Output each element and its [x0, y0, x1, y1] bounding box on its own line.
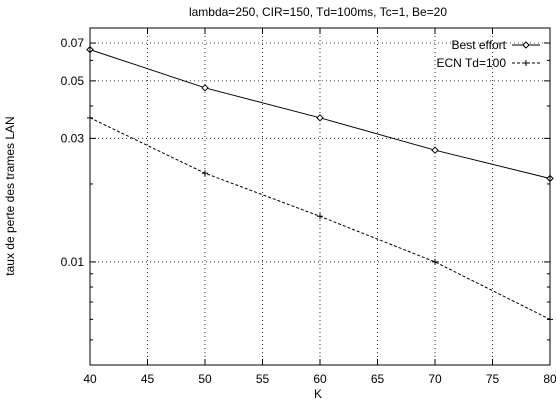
legend-marker	[522, 41, 530, 49]
y-tick-label: 0.07	[61, 36, 85, 50]
grid	[90, 28, 550, 365]
legend-label: Best effort	[452, 38, 507, 52]
data-point	[432, 258, 438, 265]
y-tick-label: 0.01	[61, 255, 85, 269]
y-axis-label: taux de perte des trames LAN	[3, 116, 17, 275]
data-point	[431, 146, 439, 154]
data-point	[201, 84, 209, 92]
y-tick-label: 0.03	[61, 131, 85, 145]
data-point	[317, 213, 323, 220]
x-tick-label: 60	[313, 372, 327, 386]
x-axis-label: K	[314, 387, 322, 401]
data-point	[202, 170, 208, 177]
ticks-layer: 40 45 50 55 60 65 70 75 80 0.01 0.03 0.05 0.07	[61, 27, 556, 386]
legend: Best effort ECN Td=100	[437, 38, 540, 70]
x-tick-label: 45	[141, 372, 155, 386]
y-tick-label: 0.05	[61, 74, 85, 88]
x-tick-label: 65	[371, 372, 385, 386]
legend-label: ECN Td=100	[437, 56, 507, 70]
legend-marker	[523, 60, 529, 66]
data-point	[316, 114, 324, 122]
x-tick-label: 50	[198, 372, 212, 386]
x-tick-label: 40	[83, 372, 97, 386]
x-tick-label: 80	[543, 372, 556, 386]
series-layer	[86, 45, 554, 323]
x-tick-label: 70	[428, 372, 442, 386]
x-tick-label: 75	[486, 372, 500, 386]
x-tick-label: 55	[256, 372, 270, 386]
chart-title: lambda=250, CIR=150, Td=100ms, Tc=1, Be=…	[189, 5, 447, 19]
